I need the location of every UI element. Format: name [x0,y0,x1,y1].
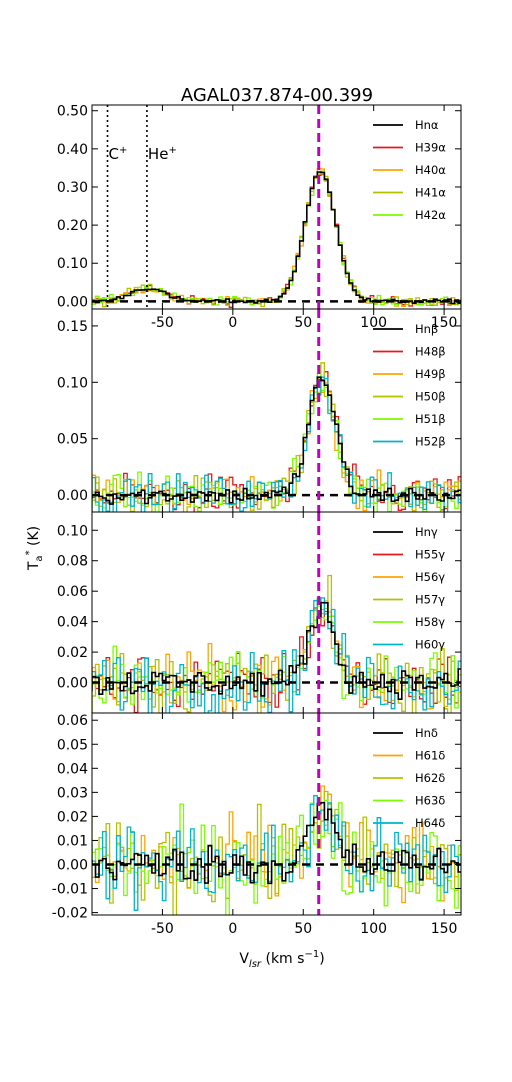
panel-alpha: C+ He+ 0.00 0.10 0.20 0.30 0.40 0.50 -50 0 50 100 15… [57,104,462,331]
legend-label-delta-2: H62δ [415,771,445,785]
panel-frame-delta [91,712,462,916]
legend-label-beta-0: Hnβ [415,322,438,336]
y-tick-label: 0.40 [57,142,88,158]
x-tick-label: 0 [228,315,237,331]
y-tick-label: 0.20 [57,218,88,234]
panel-beta: 0.00 0.05 0.10 0.15 Hnβ H48β H49β H50β H51β H52β [57,308,462,513]
panel-plot-area-delta [92,713,461,915]
y-tick-label: 0.05 [57,432,88,448]
y-tick-label: 0.02 [57,809,88,825]
y-tick-label: 0.10 [57,523,88,539]
y-tick-label: 0.10 [57,375,88,391]
y-tick-label: 0.03 [57,785,88,801]
panel-delta: -0.02 -0.01 0.00 0.01 0.02 0.03 0.04 0.05 0.06 -5… [52,712,462,937]
legend-label-gamma-4: H58γ [415,615,445,629]
y-tick-label: 0.06 [57,584,88,600]
y-tick-label: -0.01 [52,882,88,898]
legend-label-gamma-0: Hnγ [415,525,438,539]
x-tick-label: -50 [151,315,174,331]
y-tick-label: 0.06 [57,713,88,729]
marker-label-1: He+ [148,145,177,163]
legend-label-alpha-2: H40α [415,163,446,177]
legend-label-delta-0: Hnδ [415,726,438,740]
x-tick-label: 100 [360,315,387,331]
x-tick-label: 50 [294,315,312,331]
legend-label-alpha-0: Hnα [415,118,439,132]
marker-label-0: C+ [108,145,127,163]
legend-label-gamma-5: H60γ [415,638,445,652]
legend-label-beta-3: H50β [415,390,446,404]
legend-label-alpha-1: H39α [415,141,446,155]
legend-label-beta-5: H52β [415,435,446,449]
x-tick-label: -50 [151,921,174,937]
legend-label-gamma-2: H56γ [415,570,445,584]
y-tick-label: 0.15 [57,319,88,335]
series-line-alpha-0 [92,171,461,305]
legend-label-alpha-3: H41α [415,186,446,200]
legend-label-beta-4: H51β [415,412,446,426]
y-axis-label: Ta* (K) [24,526,45,571]
panel-plot-area-beta [92,309,461,512]
y-tick-label: 0.00 [57,676,88,692]
legend-label-gamma-1: H55γ [415,548,445,562]
x-axis-label: Vlsr (km s−1) [239,949,324,970]
panel-gamma: 0.00 0.02 0.04 0.06 0.08 0.10 Hnγ H55γ H56γ H57γ H… [57,511,462,714]
figure-title: AGAL037.874-00.399 [181,85,373,106]
legend-label-delta-4: H64δ [415,816,445,830]
y-tick-label: 0.08 [57,554,88,570]
panel-plot-area-gamma [92,512,461,713]
y-tick-label: -0.02 [52,906,88,922]
legend-label-beta-2: H49β [415,367,446,381]
y-tick-label: 0.04 [57,761,88,777]
y-tick-label: 0.00 [57,294,88,310]
x-tick-label: 150 [431,315,458,331]
x-tick-label: 50 [294,921,312,937]
y-tick-label: 0.50 [57,104,88,120]
legend-label-beta-1: H48β [415,345,446,359]
x-tick-label: 100 [360,921,387,937]
legend-label-delta-3: H63δ [415,794,445,808]
legend-label-alpha-4: H42α [415,208,446,222]
panels-group: C+ He+ 0.00 0.10 0.20 0.30 0.40 0.50 -50 0 50 100 15… [52,104,462,937]
y-tick-label: 0.01 [57,833,88,849]
legend-label-gamma-3: H57γ [415,593,445,607]
legend-label-delta-1: H61δ [415,749,445,763]
y-tick-label: 0.04 [57,615,88,631]
y-tick-label: 0.00 [57,488,88,504]
y-tick-label: 0.00 [57,858,88,874]
x-tick-label: 0 [228,921,237,937]
y-tick-label: 0.30 [57,180,88,196]
x-tick-label: 150 [431,921,458,937]
y-tick-label: 0.10 [57,256,88,272]
y-tick-label: 0.02 [57,645,88,661]
panel-plot-area-alpha: C+ He+ [92,105,461,309]
y-tick-label: 0.05 [57,737,88,753]
